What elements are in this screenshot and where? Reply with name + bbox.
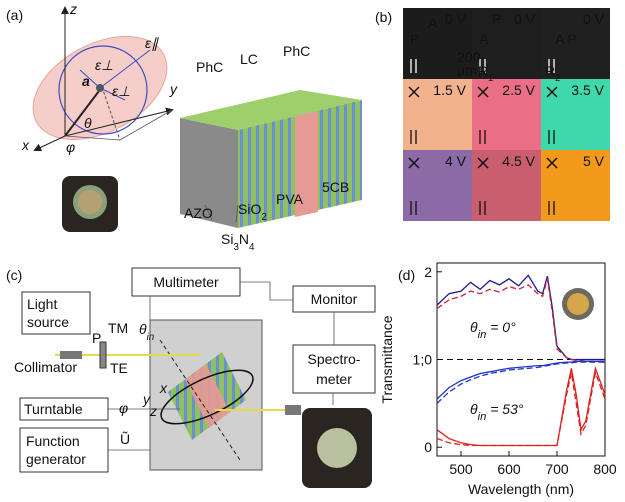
x-tick-label: 600: [497, 461, 521, 477]
rubbing-label-part: 1: [488, 73, 493, 83]
y-tick-label: 2: [424, 264, 432, 280]
voltage-label: 0 V: [445, 11, 467, 27]
layer-label: PhC: [196, 59, 223, 75]
pol-label: A: [479, 31, 489, 47]
material-part: 4: [249, 242, 255, 253]
pol-label: P: [492, 11, 501, 27]
axis-label: x: [159, 380, 168, 396]
y-axis-label: Transmittance: [379, 315, 395, 403]
annotation: θin = 0°: [470, 319, 516, 341]
annotation-part: in: [478, 411, 487, 423]
panel-label: (c): [6, 267, 22, 283]
voltage-label: 3.5 V: [571, 82, 604, 98]
epsilon: ε⊥: [112, 83, 130, 99]
x-axis-label: Wavelength (nm): [468, 481, 574, 497]
box-label: Light: [27, 296, 57, 312]
axis-label: z: [69, 1, 77, 17]
material: 5CB: [322, 179, 349, 195]
voltage-label: 5 V: [583, 153, 605, 169]
material-part: SiO: [238, 201, 261, 217]
angle-label: φ: [119, 400, 128, 416]
pol-label: P: [410, 31, 419, 47]
angle-label: φ: [66, 139, 75, 155]
voltage-symbol: Ũ: [120, 431, 130, 447]
layer-label: LC: [240, 51, 258, 67]
y-tick-label: 1;0: [413, 352, 433, 368]
box-label: Spectro-: [308, 351, 361, 367]
scale-label: μm: [457, 62, 477, 78]
box-label: meter: [316, 371, 352, 387]
rubbing-label-part: R: [478, 63, 488, 79]
voltage-label: 4 V: [445, 153, 467, 169]
panel-d-drawing: [562, 288, 594, 320]
annotation: θin = 53°: [470, 401, 524, 423]
voltage-label: 2.5 V: [502, 82, 535, 98]
x-tick-label: 500: [449, 461, 473, 477]
box-label: Turntable: [24, 401, 83, 417]
axis-label: y: [169, 81, 178, 97]
box-label: generator: [26, 451, 86, 467]
annotation-part: in: [478, 329, 487, 341]
box-label: source: [27, 314, 69, 330]
spectrum-line: [437, 361, 605, 399]
axis-label: z: [149, 403, 157, 419]
material: AZO: [184, 205, 213, 221]
y-tick-label: 0: [424, 439, 432, 455]
angle-label-part: in: [147, 332, 155, 343]
layer-label: PhC: [283, 43, 310, 59]
axis-label: x: [21, 137, 30, 153]
panel-a-drawing: [16, 8, 362, 232]
epsilon: ε∥: [145, 35, 159, 51]
pol-label: A: [428, 15, 438, 31]
panel-label: (b): [375, 9, 392, 25]
figure: (a)zxyε∥ε⊥ε⊥aθφPhCLCPhCAZOSi3N4SiO2PVA5C…: [0, 0, 625, 502]
box-label: Multimeter: [153, 274, 219, 290]
voltage-label: 0 V: [514, 11, 536, 27]
voltage-label: 0 V: [583, 11, 605, 27]
annotation-part: = 0°: [486, 319, 516, 335]
pol-label: TE: [110, 360, 128, 376]
rubbing-label-part: R: [545, 63, 555, 79]
voltage-label: 1.5 V: [433, 82, 466, 98]
spectrum-line: [437, 362, 605, 403]
device-label: Collimator: [14, 359, 77, 375]
panel-label: (d): [398, 267, 415, 283]
voltage-label: 4.5 V: [502, 153, 535, 169]
x-tick-label: 700: [545, 461, 569, 477]
material-part: N: [239, 231, 249, 247]
material-part: 2: [261, 212, 266, 223]
material: Si3N4: [221, 231, 255, 253]
epsilon: ε⊥: [95, 57, 113, 73]
box-label: Monitor: [311, 291, 358, 307]
material-part: Si: [221, 231, 233, 247]
annotation-part: = 53°: [486, 401, 524, 417]
pol-label: P: [92, 330, 101, 346]
page: (a)zxyε∥ε⊥ε⊥aθφPhCLCPhCAZOSi3N4SiO2PVA5C…: [0, 0, 625, 502]
angle-label: θ: [84, 115, 92, 131]
vector-label: a: [82, 73, 90, 89]
pol-label: A P: [555, 31, 577, 47]
material: PVA: [276, 191, 304, 207]
panel-b-images: [403, 8, 610, 221]
box-label: Function: [26, 433, 80, 449]
panel-label: (a): [6, 7, 23, 23]
rubbing-label-part: 2: [555, 73, 560, 83]
pol-label: TM: [108, 320, 128, 336]
x-tick-label: 800: [593, 461, 617, 477]
